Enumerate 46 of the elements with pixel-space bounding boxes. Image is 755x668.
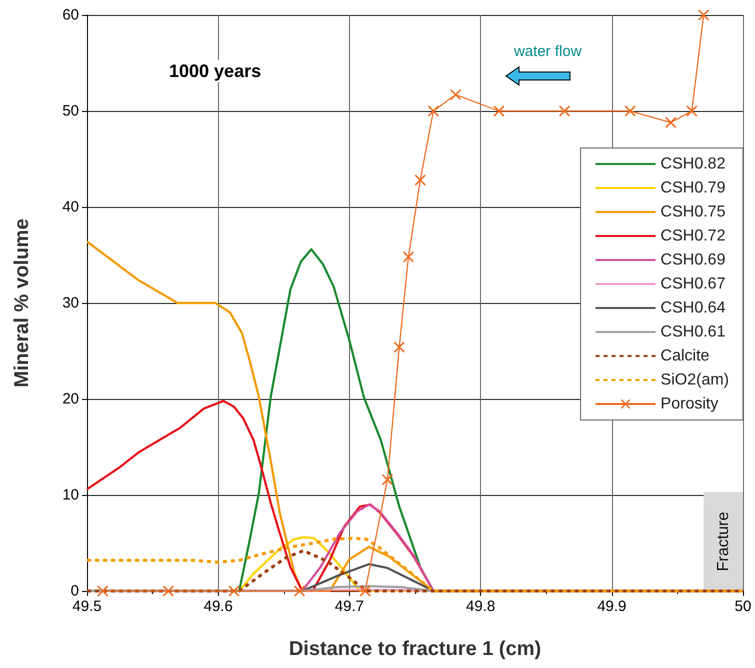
x-axis-title: Distance to fracture 1 (cm) [288, 638, 542, 660]
legend-label: CSH0.79 [660, 180, 726, 196]
point [665, 117, 676, 128]
point [228, 586, 240, 596]
point [394, 342, 405, 353]
x-tick-label: 49.7 [334, 598, 364, 615]
y-tick-label: 20 [62, 390, 79, 408]
point [162, 586, 174, 596]
legend-label: SiO2(am) [660, 372, 729, 388]
point [97, 586, 108, 596]
point [450, 89, 462, 100]
band-label: Fracture [714, 512, 732, 572]
legend-label: CSH0.82 [660, 156, 726, 172]
point [686, 106, 698, 116]
point [624, 106, 636, 116]
point [428, 106, 439, 116]
x-tick-label: 49.5 [72, 598, 102, 615]
legend-label: Porosity [660, 396, 718, 412]
point [382, 474, 393, 486]
y-axis-title: Mineral % volume [11, 218, 33, 388]
point [559, 106, 570, 116]
point [414, 174, 426, 186]
x-tick-label: 49.9 [597, 598, 626, 615]
legend-label: CSH0.64 [660, 300, 726, 316]
y-tick-label: 50 [62, 102, 79, 120]
legend-label: CSH0.72 [660, 228, 726, 244]
x-tick-label: 49.6 [204, 598, 233, 615]
point [402, 251, 414, 262]
y-tick-label: 10 [62, 486, 79, 504]
y-tick-label: 0 [70, 582, 79, 600]
point [493, 106, 504, 116]
legend-label: CSH0.75 [660, 204, 726, 220]
point [698, 10, 710, 20]
y-tick-label: 40 [62, 198, 79, 216]
x-tick-label: 49.8 [466, 598, 496, 615]
legend-label: CSH0.69 [660, 252, 726, 268]
point [294, 586, 306, 596]
legend-label: CSH0.67 [660, 276, 726, 292]
legend-label: CSH0.61 [660, 324, 726, 340]
y-tick-label: 60 [62, 6, 79, 24]
annotation: 1000 years [169, 61, 262, 81]
legend-label: Calcite [660, 348, 710, 364]
annotation: water flow [513, 43, 582, 60]
y-tick-label: 30 [62, 294, 79, 312]
x-tick-label: 50 [734, 598, 752, 615]
point [360, 586, 371, 596]
